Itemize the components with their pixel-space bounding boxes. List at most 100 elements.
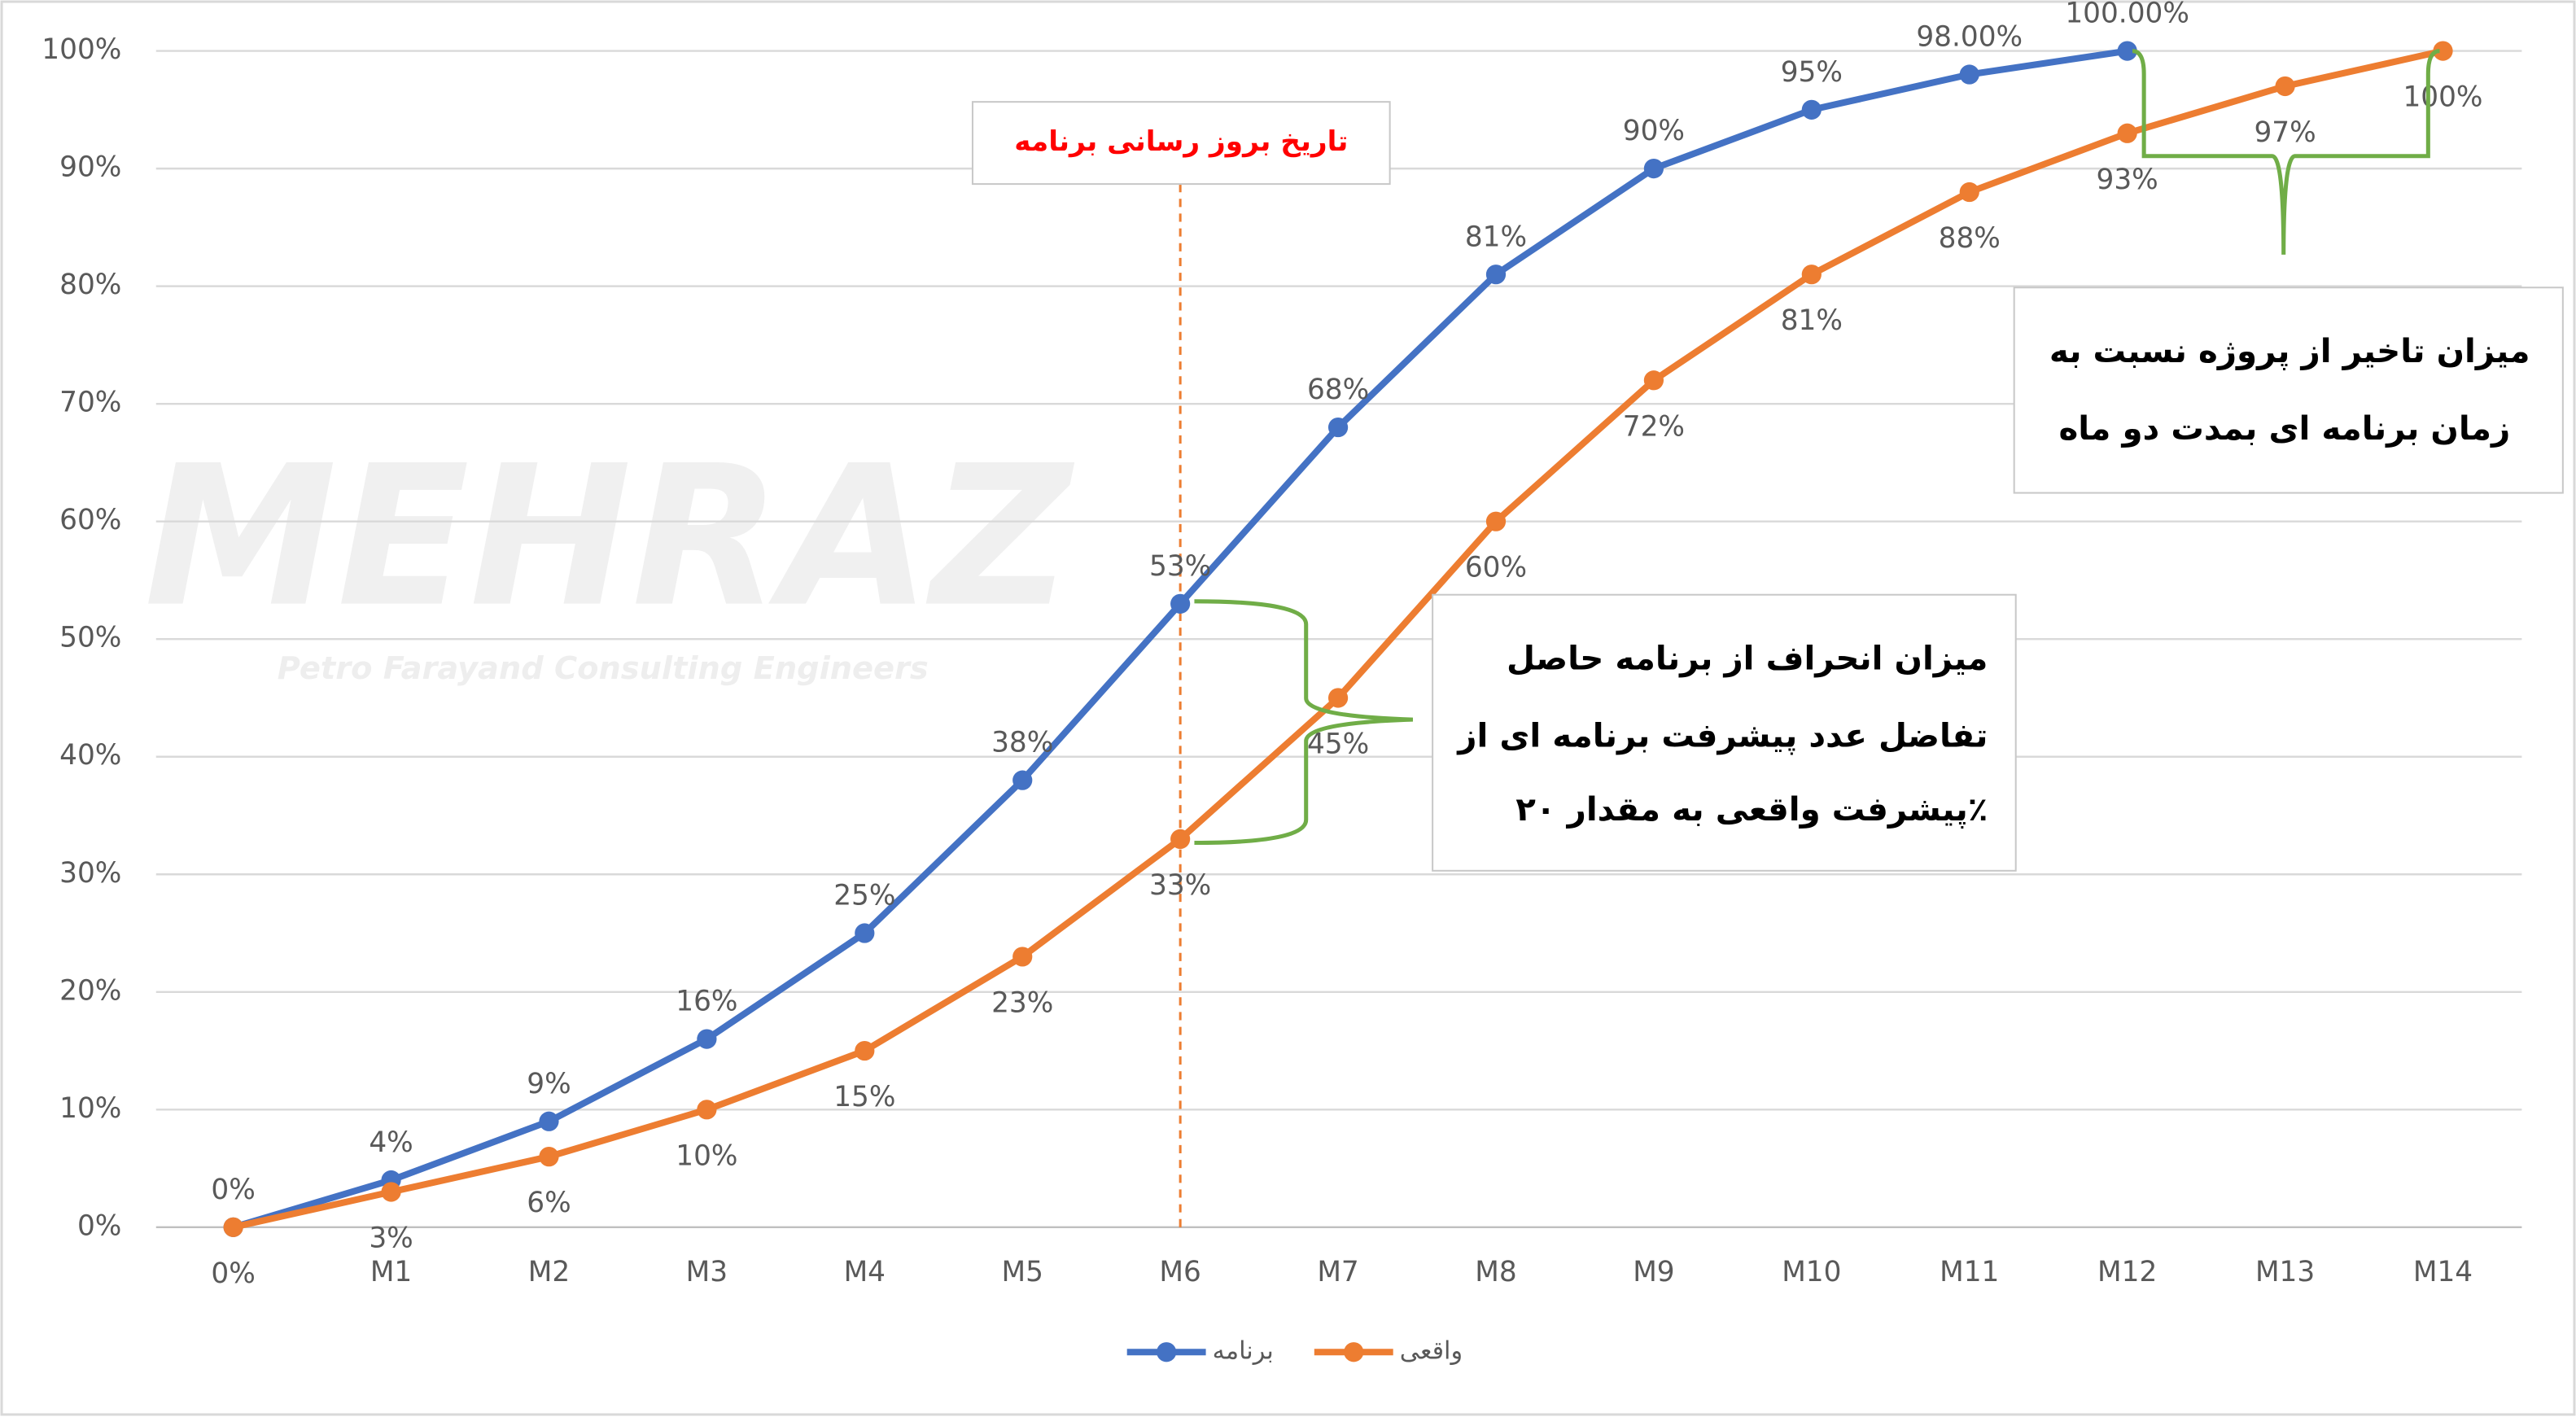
data-label: 72% bbox=[1623, 410, 1685, 443]
x-tick-label: M1 bbox=[370, 1256, 412, 1288]
data-point bbox=[1327, 417, 1349, 438]
plot-area: 0% 10% 20% 30% 40% 50% 60% 70% 80% 90% 100% M1 M2 M3 M… bbox=[42, 0, 2522, 1366]
delay-brace bbox=[2132, 49, 2440, 255]
data-point bbox=[1170, 593, 1191, 614]
data-label: 9% bbox=[527, 1068, 571, 1100]
deviation-note: پیشرفت واقعی به مقدار ۲۰٪ bbox=[1515, 790, 1988, 829]
delay-note: زمان برنامه ای بمدت دو ماه bbox=[2058, 409, 2510, 448]
y-tick-label: 30% bbox=[59, 857, 121, 890]
data-label: 16% bbox=[676, 986, 737, 1018]
data-point bbox=[697, 1029, 717, 1049]
data-label: 95% bbox=[1781, 56, 1843, 89]
y-tick-label: 60% bbox=[59, 504, 121, 536]
y-tick-label: 50% bbox=[59, 622, 121, 654]
data-label: 25% bbox=[833, 880, 895, 912]
data-point bbox=[1959, 181, 1979, 203]
data-point bbox=[381, 1182, 401, 1202]
data-point bbox=[1485, 511, 1507, 531]
legend-label: برنامه bbox=[1213, 1337, 1274, 1366]
data-label: 93% bbox=[2097, 164, 2158, 196]
data-label: 23% bbox=[991, 986, 1053, 1019]
x-tick-label: M8 bbox=[1475, 1256, 1516, 1288]
data-point bbox=[855, 1040, 875, 1061]
data-point bbox=[539, 1147, 559, 1167]
data-label: 33% bbox=[1149, 869, 1211, 902]
delay-note: میزان تاخیر از پروژه نسبت به bbox=[2049, 332, 2530, 370]
data-point bbox=[1485, 265, 1507, 285]
deviation-note: تفاضل عدد پیشرفت برنامه ای از bbox=[1456, 716, 1988, 754]
data-point bbox=[1801, 99, 1822, 120]
data-label: 10% bbox=[676, 1139, 737, 1172]
data-label: 45% bbox=[1307, 728, 1369, 761]
update-label: تاریخ بروز رسانی برنامه bbox=[1014, 125, 1348, 158]
data-label: 100% bbox=[2403, 81, 2482, 114]
x-tick-label: M11 bbox=[1940, 1256, 1999, 1288]
data-point bbox=[855, 923, 875, 943]
x-tick-label: M6 bbox=[1159, 1256, 1201, 1288]
data-point bbox=[2117, 123, 2137, 143]
legend-marker bbox=[1157, 1342, 1177, 1362]
data-label: 4% bbox=[369, 1126, 413, 1159]
data-label: 60% bbox=[1465, 552, 1527, 584]
data-label: 68% bbox=[1307, 374, 1369, 406]
data-point bbox=[1012, 770, 1033, 790]
x-tick-label: M10 bbox=[1782, 1256, 1841, 1288]
data-label: 38% bbox=[991, 727, 1053, 759]
data-label: 15% bbox=[833, 1081, 895, 1113]
data-point bbox=[1801, 265, 1822, 285]
data-point bbox=[1170, 829, 1191, 850]
data-point bbox=[1643, 370, 1664, 391]
data-label: 97% bbox=[2254, 116, 2316, 149]
data-label: 98.00% bbox=[1916, 21, 2023, 54]
data-point bbox=[1012, 947, 1033, 967]
y-tick-label: 80% bbox=[59, 269, 121, 301]
data-point bbox=[1327, 688, 1349, 708]
data-point bbox=[2433, 41, 2453, 61]
x-tick-label: M3 bbox=[686, 1256, 728, 1288]
y-tick-label: 100% bbox=[42, 33, 121, 66]
data-label: 0% bbox=[211, 1257, 255, 1290]
data-label: 100.00% bbox=[2065, 0, 2189, 30]
x-tick-label: M2 bbox=[528, 1256, 570, 1288]
data-point bbox=[539, 1111, 559, 1131]
data-label: 6% bbox=[527, 1187, 571, 1219]
deviation-box bbox=[1432, 593, 2017, 872]
data-label: 3% bbox=[369, 1222, 413, 1255]
x-tick-label: M9 bbox=[1633, 1256, 1674, 1288]
data-point bbox=[697, 1100, 717, 1120]
y-tick-label: 90% bbox=[59, 151, 121, 184]
delay-box bbox=[2013, 286, 2564, 494]
deviation-brace bbox=[1194, 599, 1413, 846]
data-label: 53% bbox=[1149, 550, 1211, 583]
legend-item: واقعی bbox=[1314, 1337, 1463, 1366]
x-tick-label: M7 bbox=[1317, 1256, 1358, 1288]
y-tick-label: 70% bbox=[59, 387, 121, 419]
x-tick-label: M13 bbox=[2255, 1256, 2315, 1288]
data-label: 81% bbox=[1781, 304, 1843, 337]
data-label: 81% bbox=[1465, 221, 1527, 253]
data-point bbox=[2275, 76, 2295, 97]
y-tick-label: 10% bbox=[59, 1092, 121, 1125]
legend-item: برنامه bbox=[1126, 1337, 1274, 1366]
deviation-note: میزان انحراف از برنامه حاصل bbox=[1507, 639, 1988, 677]
data-point bbox=[1959, 64, 1979, 85]
data-point bbox=[223, 1217, 243, 1237]
legend-marker bbox=[1344, 1342, 1364, 1362]
x-tick-label: M5 bbox=[1002, 1256, 1043, 1288]
x-tick-label: M14 bbox=[2413, 1256, 2473, 1288]
x-tick-label: M4 bbox=[844, 1256, 886, 1288]
y-tick-label: 0% bbox=[77, 1209, 121, 1242]
update-box bbox=[971, 101, 1391, 186]
legend-label: واقعی bbox=[1400, 1337, 1463, 1366]
y-tick-label: 20% bbox=[59, 974, 121, 1007]
x-tick-label: M12 bbox=[2097, 1256, 2157, 1288]
data-point bbox=[1643, 159, 1664, 179]
data-label: 90% bbox=[1623, 115, 1685, 147]
y-tick-label: 40% bbox=[59, 739, 121, 772]
watermark-subtitle: Petro Farayand Consulting Engineers bbox=[278, 650, 929, 687]
data-point bbox=[2117, 41, 2137, 61]
watermark-title: MEHRAZ bbox=[144, 425, 1075, 650]
data-label: 88% bbox=[1939, 222, 2001, 255]
